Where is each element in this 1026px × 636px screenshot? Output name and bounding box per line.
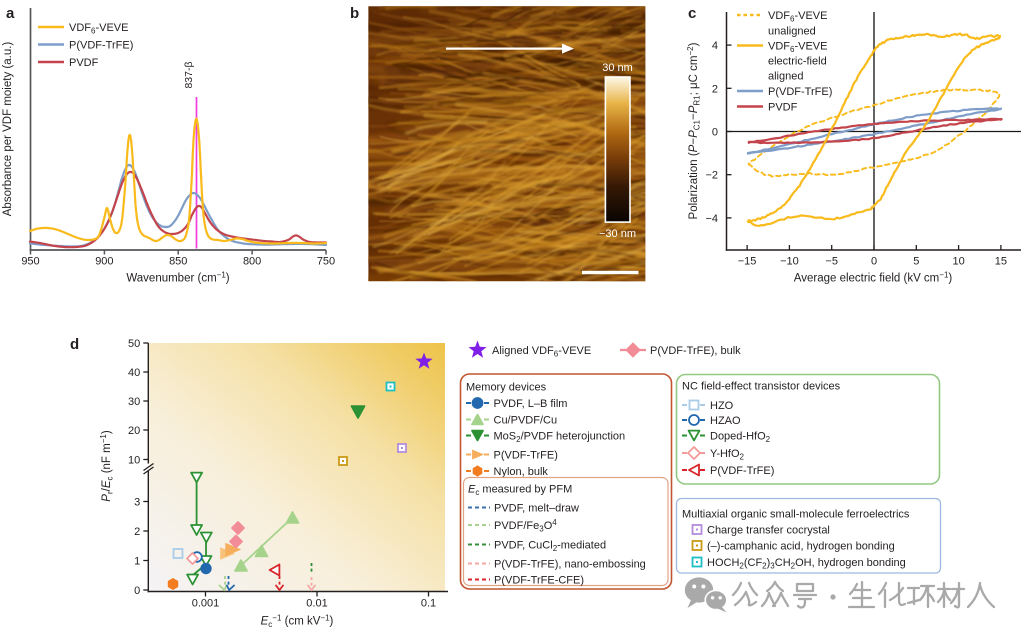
svg-text:HOCH2​(CF2​)3​CH2​OH, hydrogen: HOCH2​(CF2​)3​CH2​OH, hydrogen bonding (707, 557, 906, 571)
svg-text:20: 20 (128, 425, 140, 437)
svg-text:VDF6​-VEVE: VDF6​-VEVE (69, 22, 128, 36)
svg-text:−10: −10 (780, 256, 799, 268)
svg-text:Aligned VDF6​-VEVE: Aligned VDF6​-VEVE (492, 345, 591, 359)
svg-text:0.1: 0.1 (421, 598, 436, 610)
svg-text:d: d (70, 336, 79, 353)
svg-text:aligned: aligned (768, 71, 803, 83)
svg-text:0.001: 0.001 (192, 598, 220, 610)
svg-text:Y-HfO2​: Y-HfO2​ (710, 448, 745, 462)
svg-text:unaligned: unaligned (768, 26, 816, 38)
svg-text:Ec​ measured by PFM: Ec​ measured by PFM (468, 484, 572, 498)
svg-text:850: 850 (169, 256, 187, 268)
svg-text:P(VDF-TrFE): P(VDF-TrFE) (768, 86, 832, 98)
svg-text:0.01: 0.01 (306, 598, 327, 610)
svg-text:750: 750 (317, 256, 335, 268)
svg-text:−5: −5 (825, 256, 838, 268)
svg-text:Polarization (P−PC1​−PR1​; μC: Polarization (P−PC1​−PR1​; μC cm−2​) (686, 42, 702, 219)
svg-text:10: 10 (952, 256, 964, 268)
svg-text:PVDF, CuCl2​-mediated: PVDF, CuCl2​-mediated (494, 540, 606, 554)
svg-text:Absorbance per VDF moiety (a.u: Absorbance per VDF moiety (a.u.) (2, 42, 14, 217)
svg-text:50: 50 (128, 338, 140, 350)
svg-text:837-β: 837-β (183, 61, 195, 88)
svg-text:1: 1 (134, 556, 140, 568)
svg-text:3: 3 (134, 497, 140, 509)
svg-text:10: 10 (128, 455, 140, 467)
svg-text:−2: −2 (705, 170, 718, 182)
svg-text:0: 0 (134, 585, 140, 597)
svg-text:a: a (6, 5, 15, 22)
svg-text:PVDF/Fe3​O4​: PVDF/Fe3​O4​ (494, 518, 557, 534)
svg-text:HZO: HZO (710, 400, 734, 412)
svg-text:−15: −15 (738, 256, 757, 268)
svg-text:Pr​/Ec​ (nF m−1​): Pr​/Ec​ (nF m−1​) (99, 430, 115, 502)
svg-text:900: 900 (95, 256, 113, 268)
svg-text:15: 15 (995, 256, 1007, 268)
svg-text:PVDF, melt–draw: PVDF, melt–draw (494, 503, 579, 515)
svg-text:P(VDF-TrFE), bulk: P(VDF-TrFE), bulk (650, 345, 741, 357)
svg-text:0: 0 (871, 256, 877, 268)
svg-text:P(VDF-TrFE), nano-embossing: P(VDF-TrFE), nano-embossing (494, 559, 646, 571)
svg-text:Ec​−1​ (cm kV−1​): Ec​−1​ (cm kV−1​) (261, 614, 334, 630)
svg-text:30 nm: 30 nm (602, 62, 633, 74)
svg-text:PVDF: PVDF (69, 57, 99, 69)
svg-text:Nylon, bulk: Nylon, bulk (494, 466, 549, 478)
svg-text:b: b (350, 5, 359, 22)
svg-text:P(VDF-TrFE-CFE): P(VDF-TrFE-CFE) (494, 575, 584, 587)
svg-text:−4: −4 (705, 213, 718, 225)
svg-text:Charge transfer cocrystal: Charge transfer cocrystal (707, 525, 830, 537)
svg-text:(–)-camphanic acid, hydrogen b: (–)-camphanic acid, hydrogen bonding (707, 541, 895, 553)
svg-text:P(VDF-TrFE): P(VDF-TrFE) (710, 465, 774, 477)
svg-text:30: 30 (128, 396, 140, 408)
svg-text:HZAO: HZAO (710, 415, 741, 427)
svg-text:MoS2​/PVDF heterojunction: MoS2​/PVDF heterojunction (494, 431, 626, 445)
svg-text:c: c (688, 5, 696, 22)
svg-text:Multiaxial organic small-molec: Multiaxial organic small-molecule ferroe… (682, 509, 910, 521)
svg-text:5: 5 (913, 256, 919, 268)
svg-text:950: 950 (21, 256, 39, 268)
svg-text:Cu/PVDF/Cu: Cu/PVDF/Cu (494, 415, 558, 427)
svg-text:4: 4 (712, 40, 718, 52)
svg-text:2: 2 (134, 526, 140, 538)
svg-text:PVDF: PVDF (768, 102, 798, 114)
svg-text:P(VDF-TrFE): P(VDF-TrFE) (69, 40, 133, 52)
svg-text:PVDF, L–B film: PVDF, L–B film (494, 398, 568, 410)
svg-text:800: 800 (243, 256, 261, 268)
svg-text:Wavenumber (cm−1​): Wavenumber (cm−1​) (126, 271, 229, 285)
svg-text:2: 2 (712, 83, 718, 95)
svg-text:NC field-effect transistor dev: NC field-effect transistor devices (682, 381, 841, 393)
svg-text:40: 40 (128, 367, 140, 379)
svg-text:electric-field: electric-field (768, 56, 827, 68)
svg-text:0: 0 (712, 127, 718, 139)
svg-text:VDF6​-VEVE: VDF6​-VEVE (768, 10, 827, 24)
svg-text:Doped-HfO2​: Doped-HfO2​ (710, 431, 771, 445)
svg-text:−30 nm: −30 nm (599, 228, 636, 240)
svg-text:Average electric field (kV cm−: Average electric field (kV cm−1​) (794, 271, 953, 285)
svg-text:Memory devices: Memory devices (466, 382, 547, 394)
svg-text:VDF6​-VEVE: VDF6​-VEVE (768, 41, 827, 55)
svg-text:P(VDF-TrFE): P(VDF-TrFE) (494, 450, 558, 462)
